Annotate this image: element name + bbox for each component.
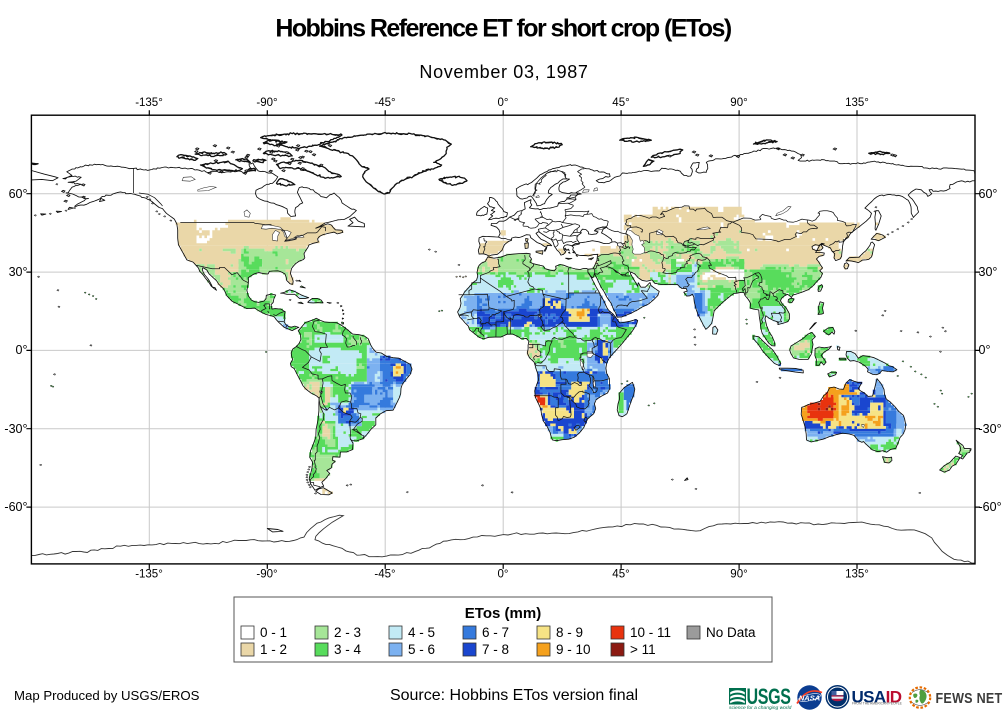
svg-text:USAID: USAID xyxy=(852,687,902,706)
svg-text:FEWS NET: FEWS NET xyxy=(936,690,1003,706)
svg-text:0°: 0° xyxy=(16,343,28,357)
svg-text:5 - 6: 5 - 6 xyxy=(408,642,435,657)
svg-text:-90°: -90° xyxy=(256,569,277,581)
svg-text:-60°: -60° xyxy=(4,500,27,514)
svg-text:0 - 1: 0 - 1 xyxy=(260,625,287,640)
svg-text:90°: 90° xyxy=(730,569,747,581)
svg-text:-30°: -30° xyxy=(4,422,27,436)
svg-text:NASA: NASA xyxy=(799,693,820,702)
svg-text:November 03, 1987: November 03, 1987 xyxy=(419,62,588,82)
svg-text:No Data: No Data xyxy=(706,625,756,640)
svg-text:135°: 135° xyxy=(845,97,869,109)
svg-text:USGS: USGS xyxy=(747,686,792,710)
svg-text:-45°: -45° xyxy=(374,97,395,109)
svg-text:60°: 60° xyxy=(979,187,998,201)
svg-text:4 - 5: 4 - 5 xyxy=(408,625,435,640)
svg-text:-135°: -135° xyxy=(135,569,163,581)
svg-text:3 - 4: 3 - 4 xyxy=(334,642,362,657)
svg-text:45°: 45° xyxy=(612,97,629,109)
svg-text:science for a changing world: science for a changing world xyxy=(729,705,792,711)
svg-text:0°: 0° xyxy=(979,343,991,357)
svg-text:Hobbins Reference ET for short: Hobbins Reference ET for short crop (ETo… xyxy=(275,15,732,43)
svg-text:Source: Hobbins ETos version f: Source: Hobbins ETos version final xyxy=(390,687,638,704)
svg-text:30°: 30° xyxy=(979,265,998,279)
svg-text:45°: 45° xyxy=(612,569,629,581)
svg-text:6 - 7: 6 - 7 xyxy=(482,625,509,640)
svg-text:> 11: > 11 xyxy=(630,642,656,657)
svg-text:-30°: -30° xyxy=(979,422,1002,436)
svg-text:-135°: -135° xyxy=(135,97,163,109)
svg-text:10 - 11: 10 - 11 xyxy=(630,625,671,640)
svg-text:-90°: -90° xyxy=(256,97,277,109)
svg-text:-60°: -60° xyxy=(979,500,1002,514)
svg-text:60°: 60° xyxy=(9,187,28,201)
svg-text:0°: 0° xyxy=(498,569,509,581)
svg-text:9 - 10: 9 - 10 xyxy=(556,642,591,657)
svg-text:135°: 135° xyxy=(845,569,869,581)
svg-text:8 - 9: 8 - 9 xyxy=(556,625,583,640)
svg-text:7 - 8: 7 - 8 xyxy=(482,642,509,657)
svg-text:1 - 2: 1 - 2 xyxy=(260,642,287,657)
svg-text:-45°: -45° xyxy=(374,569,395,581)
svg-text:0°: 0° xyxy=(498,97,509,109)
svg-text:30°: 30° xyxy=(9,265,28,279)
svg-text:FROM THE AMERICAN PEOPLE: FROM THE AMERICAN PEOPLE xyxy=(852,702,903,706)
svg-text:2 - 3: 2 - 3 xyxy=(334,625,361,640)
svg-text:90°: 90° xyxy=(730,97,747,109)
svg-text:Map Produced by USGS/EROS: Map Produced by USGS/EROS xyxy=(14,688,200,703)
svg-text:ETos (mm): ETos (mm) xyxy=(465,605,541,622)
